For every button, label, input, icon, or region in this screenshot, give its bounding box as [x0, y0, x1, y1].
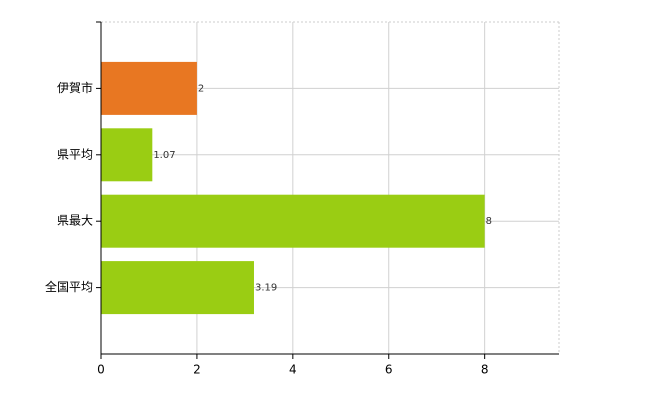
value-label: 3.19	[255, 283, 277, 294]
x-tick-label: 4	[289, 363, 297, 377]
value-label: 2	[198, 83, 204, 94]
x-tick-label: 6	[385, 363, 393, 377]
y-tick-label: 県最大	[57, 214, 93, 228]
x-tick-label: 0	[97, 363, 105, 377]
bar	[101, 128, 153, 182]
bar	[101, 194, 485, 248]
value-label: 1.07	[153, 150, 175, 161]
y-tick-label: 全国平均	[45, 279, 93, 294]
bar	[101, 61, 197, 115]
x-tick-label: 8	[481, 363, 489, 377]
y-tick-label: 県平均	[57, 147, 93, 161]
value-label: 8	[486, 216, 492, 227]
x-tick-label: 2	[193, 363, 201, 377]
y-tick-label: 伊賀市	[57, 80, 93, 95]
bar	[101, 261, 254, 315]
